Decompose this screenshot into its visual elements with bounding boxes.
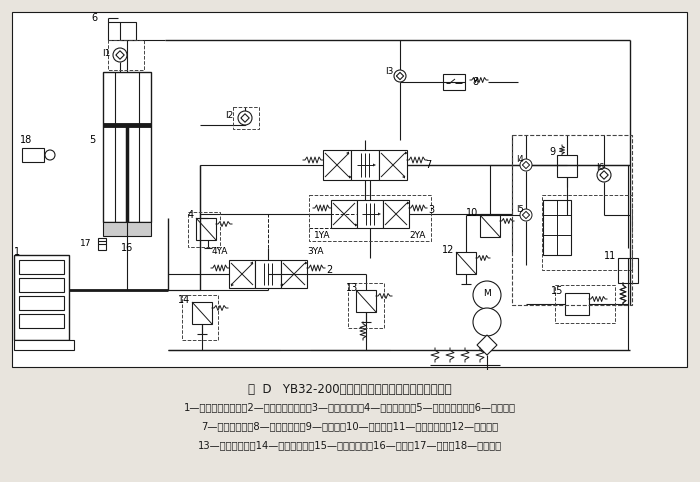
Text: 7—主缸换向阀；8—压力继电器；9—释压阀；10—顺序阀；11—泵站溢流阀；12—减压阀；: 7—主缸换向阀；8—压力继电器；9—释压阀；10—顺序阀；11—泵站溢流阀；12… [202, 421, 498, 431]
Bar [108, 22, 136, 40]
Text: 图  D   YB32-200型四柱万能液压机的液压系统原理图: 图 D YB32-200型四柱万能液压机的液压系统原理图 [248, 383, 452, 396]
Bar [357, 200, 383, 228]
Text: I3: I3 [384, 67, 393, 77]
Bar [255, 260, 281, 288]
Polygon shape [305, 262, 308, 265]
Bar [480, 215, 500, 237]
Text: 1: 1 [14, 247, 20, 257]
Bar [103, 72, 151, 222]
Bar [233, 107, 259, 129]
Circle shape [520, 159, 532, 171]
Bar [98, 238, 106, 250]
Polygon shape [477, 335, 497, 355]
Text: 13: 13 [346, 283, 358, 293]
Circle shape [45, 150, 55, 160]
Bar [456, 252, 476, 274]
Bar [309, 195, 431, 241]
Polygon shape [373, 163, 376, 166]
Text: 15: 15 [551, 286, 563, 296]
Bar [348, 283, 384, 328]
Text: 1—下缸（顶出缸）；2—下缸电液换向阀；3—主缸先导阀；4—主缸安全阀；5—上缸（主缸）；6—充液箱；: 1—下缸（顶出缸）；2—下缸电液换向阀；3—主缸先导阀；4—主缸安全阀；5—上缸… [184, 402, 516, 412]
Bar [19, 314, 64, 328]
Bar [12, 12, 687, 367]
Circle shape [597, 168, 611, 182]
Circle shape [238, 111, 252, 125]
Polygon shape [250, 262, 253, 265]
Text: 4: 4 [188, 210, 194, 220]
Bar [383, 200, 409, 228]
Text: 18: 18 [20, 135, 32, 145]
Bar [557, 155, 577, 177]
Bar [192, 302, 212, 324]
Polygon shape [346, 151, 349, 155]
Text: 14: 14 [178, 295, 190, 305]
Bar [618, 258, 638, 283]
Circle shape [473, 308, 501, 336]
Text: 2: 2 [326, 265, 332, 275]
Bar [19, 278, 64, 292]
Circle shape [520, 209, 532, 221]
Text: 13—下缸溢流阀；14—下缸安全阀；15—远程调压阀；16—滑块；17—挡块；18—行程开关: 13—下缸溢流阀；14—下缸安全阀；15—远程调压阀；16—滑块；17—挡块；1… [198, 440, 502, 450]
Bar [103, 222, 151, 236]
Bar [351, 150, 379, 180]
Text: 10: 10 [466, 208, 478, 218]
Polygon shape [349, 175, 352, 178]
Polygon shape [405, 151, 408, 155]
Text: 6: 6 [92, 13, 98, 23]
Bar [512, 135, 632, 305]
Bar [379, 150, 407, 180]
Bar [188, 212, 220, 247]
Bar [196, 218, 216, 240]
Text: 4YA: 4YA [212, 247, 228, 256]
Text: M: M [483, 289, 491, 297]
Polygon shape [355, 224, 358, 227]
Circle shape [394, 70, 406, 82]
Bar [555, 285, 615, 323]
Text: 9: 9 [549, 147, 555, 157]
Bar [543, 200, 571, 255]
Circle shape [113, 48, 127, 62]
Bar [565, 293, 589, 315]
Bar [356, 290, 376, 312]
Bar [108, 40, 144, 70]
Bar [19, 260, 64, 274]
Bar [323, 150, 351, 180]
Text: 17: 17 [80, 240, 91, 249]
Text: I2: I2 [225, 110, 233, 120]
Text: 8: 8 [472, 77, 478, 87]
Text: 3: 3 [428, 205, 434, 215]
Bar [229, 260, 255, 288]
Text: 7: 7 [425, 160, 431, 170]
Text: I5: I5 [516, 205, 524, 214]
Text: 16: 16 [121, 243, 133, 253]
Polygon shape [280, 283, 283, 286]
Text: 3YA: 3YA [308, 247, 324, 256]
Bar [0, 370, 700, 482]
Text: 5: 5 [89, 135, 95, 145]
Polygon shape [231, 283, 234, 286]
Text: 12: 12 [442, 245, 454, 255]
Text: 11: 11 [603, 251, 616, 261]
Text: I4: I4 [516, 156, 524, 164]
Bar [19, 296, 64, 310]
Bar [14, 255, 69, 340]
Text: I1: I1 [102, 49, 110, 57]
Text: I6: I6 [596, 163, 604, 173]
Bar [443, 74, 465, 90]
Text: 2YA: 2YA [410, 231, 426, 241]
Text: 1YA: 1YA [314, 231, 330, 241]
Bar [182, 295, 218, 340]
Polygon shape [378, 213, 381, 215]
Polygon shape [407, 201, 410, 204]
Circle shape [473, 281, 501, 309]
Bar [14, 340, 74, 350]
Bar [331, 200, 357, 228]
Polygon shape [402, 175, 405, 178]
Bar [22, 148, 44, 162]
Bar [542, 195, 632, 270]
Bar [281, 260, 307, 288]
